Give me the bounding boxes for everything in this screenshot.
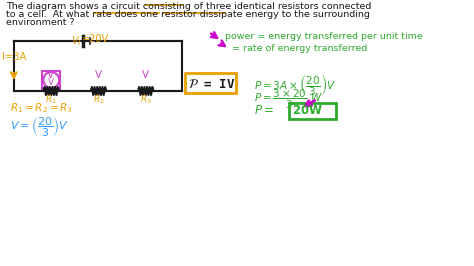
Text: V: V bbox=[47, 70, 55, 80]
Text: V: V bbox=[94, 70, 102, 80]
Text: $\mathcal{P}$ = IV: $\mathcal{P}$ = IV bbox=[188, 78, 236, 91]
Text: $V_t$: $V_t$ bbox=[71, 34, 82, 48]
Text: $R_1$: $R_1$ bbox=[46, 94, 57, 106]
Text: V: V bbox=[48, 78, 55, 87]
Text: $R_1 = R_2 = R_3$: $R_1 = R_2 = R_3$ bbox=[10, 101, 73, 115]
Text: $P = $: $P = $ bbox=[254, 104, 274, 117]
Text: $P = 3A \times \left(\dfrac{20}{3}\right)V$: $P = 3A \times \left(\dfrac{20}{3}\right… bbox=[254, 72, 337, 98]
Text: $V = \left(\dfrac{20}{3}\right)V$: $V = \left(\dfrac{20}{3}\right)V$ bbox=[10, 116, 69, 139]
Text: environment ?: environment ? bbox=[6, 18, 74, 27]
Bar bbox=[185, 73, 237, 93]
Text: power = energy transferred per unit time: power = energy transferred per unit time bbox=[225, 32, 422, 41]
Text: to a cell.  At what rate does one resistor dissipate energy to the surrounding: to a cell. At what rate does one resisto… bbox=[6, 10, 370, 19]
Text: The diagram shows a circuit consisting of three identical resistors connected: The diagram shows a circuit consisting o… bbox=[6, 2, 371, 11]
Text: $R_3$: $R_3$ bbox=[140, 94, 152, 106]
Text: V: V bbox=[142, 70, 149, 80]
Bar bbox=[42, 71, 60, 89]
Text: $\mathbf{20W}$: $\mathbf{20W}$ bbox=[292, 104, 322, 117]
Text: I=3A: I=3A bbox=[2, 52, 27, 62]
Text: $P = \dfrac{3\times 20}{3}\ W$: $P = \dfrac{3\times 20}{3}\ W$ bbox=[254, 88, 323, 111]
Text: = rate of energy transferred: = rate of energy transferred bbox=[232, 44, 368, 53]
Text: =20V: =20V bbox=[82, 34, 109, 44]
Text: $R_2$: $R_2$ bbox=[92, 94, 104, 106]
Bar bbox=[289, 103, 336, 119]
